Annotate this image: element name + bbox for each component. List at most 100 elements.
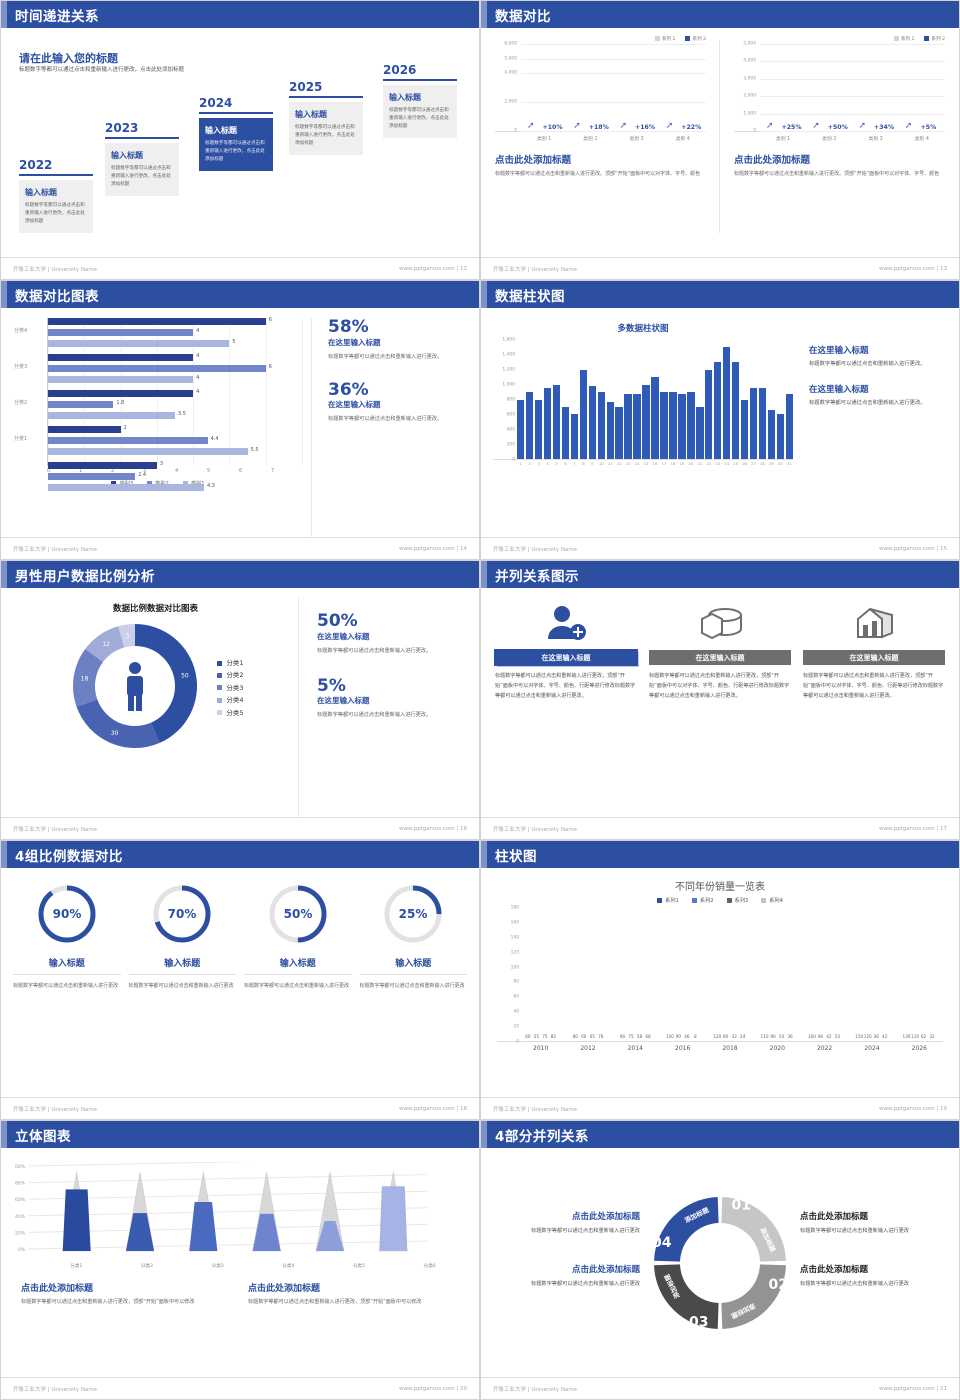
bar-value: 36: [873, 1034, 879, 1039]
slide-header: 立体图表: [1, 1121, 479, 1148]
donut-segment[interactable]: [73, 648, 104, 707]
slide-grouped-bar-chart[interactable]: 柱状图 不同年份销量一览表 系列1 系列2 系列3 系列4 60 55 75 85 80 60 6…: [480, 840, 960, 1120]
timeline-card[interactable]: 输入标题 标题数字等都可以通过点击和重新输入进行更改，点击此处添加标题: [199, 118, 273, 172]
slide-body: 90% 输入标题 标题数字等都可以通过点击和重新输入进行更改 70% 输入标题 标题数字等…: [1, 868, 479, 1097]
timeline-step[interactable]: 2022 输入标题 标题数字等都可以通过点击和重新输入进行更改，点击此处添加标题: [19, 158, 93, 234]
stat-title: 在这里输入标题: [328, 337, 381, 347]
circle-segment[interactable]: [654, 1196, 719, 1262]
slide-3d-cone-chart[interactable]: 立体图表 100%80%60%40%20%0% 分类1分类2分类3分类4分类5分…: [0, 1120, 480, 1400]
timeline-step[interactable]: 2024 输入标题 标题数字等都可以通过点击和重新输入进行更改，点击此处添加标题: [199, 96, 273, 172]
x-tick: 类别 1: [537, 137, 552, 142]
timeline-step[interactable]: 2023 输入标题 标题数字等都可以通过点击和重新输入进行更改，点击此处添加标题: [105, 121, 179, 197]
donut-segment[interactable]: [135, 624, 198, 743]
growth-label: +16%: [635, 124, 656, 131]
header-accent-bar: [481, 561, 487, 588]
bar-row: 4: [48, 353, 302, 363]
slide-header: 数据柱状图: [481, 281, 959, 308]
card-icon-box: [649, 602, 791, 644]
slide-data-comparison[interactable]: 数据对比 系列 1 系列 2 6,000 5,000 4,000 2,000 0 +10% ➚ +…: [480, 0, 960, 280]
caption-text: 标题数字等都可以通过点击和重新输入进行更改。顶部“开始”面板中可以对字体、字号、…: [734, 171, 940, 177]
bar-value: 78: [598, 1034, 604, 1039]
slide-donut-analysis[interactable]: 男性用户数据比例分析 数据比例数据对比图表 50 30 18 12 5 分类1 分类2 分类…: [0, 560, 480, 840]
y-tick: 60%: [15, 1197, 26, 1203]
progress-ring-item[interactable]: 70% 输入标题 标题数字等都可以通过点击和重新输入进行更改: [125, 882, 241, 1097]
bar-value: 120: [863, 1034, 872, 1039]
slide-timeline[interactable]: 时间递进关系 请在此输入您的标题 标题数字等都可以通过点击和重新输入进行更改，点…: [0, 0, 480, 280]
timeline-card[interactable]: 输入标题 标题数字等都可以通过点击和重新输入进行更改，点击此处添加标题: [383, 85, 457, 139]
timeline-card[interactable]: 输入标题 标题数字等都可以通过点击和重新输入进行更改，点击此处添加标题: [289, 102, 363, 156]
x-tick: 类别 1: [776, 137, 791, 142]
ring-title: 输入标题: [244, 956, 352, 975]
slide-progress-rings[interactable]: 4组比例数据对比 90% 输入标题 标题数字等都可以通过点击和重新输入进行更改 70%…: [0, 840, 480, 1120]
block-text: 标题数字等都可以通过点击和重新输入进行更改: [800, 1228, 909, 1235]
donut-segment[interactable]: [118, 624, 136, 648]
donut-segment[interactable]: [77, 699, 161, 748]
info-card[interactable]: 在这里输入标题 标题数字等都可以通过点击和重新输入进行更改，顶部“开始”面板中可以…: [649, 602, 791, 817]
bar: [525, 392, 534, 459]
progress-ring: 90%: [38, 885, 96, 943]
cone-fill: [126, 1213, 154, 1251]
slide-histogram[interactable]: 数据柱状图 多数据柱状图 1,600 1,400 1,200 1,000 800 600 4…: [480, 280, 960, 560]
x-tick: 29: [769, 462, 774, 466]
info-block: 点击此处添加标题 标题数字等都可以通过点击和重新输入进行更改: [495, 1263, 640, 1289]
card-label[interactable]: 在这里输入标题: [495, 650, 637, 665]
y-tick: 0: [512, 457, 515, 463]
slide-four-part-circle[interactable]: 4部分并列关系 点击此处添加标题 标题数字等都可以通过点击和重新输入进行更改 点击此…: [480, 1120, 960, 1400]
chart-plot-area: 分类4 6 4 5 分类3 4 6 4 分类2 4 1.8 3.5 分类1 2 4.4 5.5 3 2.4 4.3: [14, 317, 303, 491]
bar: [713, 362, 722, 459]
slide-footer: 齐鲁工业大学 | University Name www.pptgenius.c…: [481, 537, 959, 559]
info-card[interactable]: 在这里输入标题 标题数字等都可以通过点击和重新输入进行更改，顶部“开始”面板中可以…: [803, 602, 945, 817]
footer-left: 齐鲁工业大学 | University Name: [493, 266, 578, 273]
info-card[interactable]: 在这里输入标题 标题数字等都可以通过点击和重新输入进行更改，顶部“开始”面板中可以…: [495, 602, 637, 817]
x-axis-ticks: 分类1 分类2 分类3 分类4 分类5 分类6: [41, 1263, 465, 1269]
card-label[interactable]: 在这里输入标题: [649, 650, 791, 665]
chart-title: 数据比例数据对比图表: [112, 604, 198, 614]
x-tick: 2020: [769, 1045, 785, 1052]
gridline: [265, 318, 267, 466]
bar: [543, 388, 552, 459]
circle-segment[interactable]: [721, 1263, 786, 1329]
timeline-card[interactable]: 输入标题 标题数字等都可以通过点击和重新输入进行更改，点击此处添加标题: [105, 143, 179, 197]
slide-parallel-cards[interactable]: 并列关系图示 在这里输入标题 标题数字等都可以通过点击和重新输入进行更改，顶部“开…: [480, 560, 960, 840]
gridline: [760, 131, 945, 132]
progress-ring-item[interactable]: 90% 输入标题 标题数字等都可以通过点击和重新输入进行更改: [9, 882, 125, 1097]
x-tick: 2026: [911, 1045, 927, 1052]
slide-bar-comparison-chart[interactable]: 数据对比图表 分类4 6 4 5 分类3 4 6 4 分类2 4 1.8 3.5 分类1 2 4.4 5.5 3…: [0, 280, 480, 560]
segment-number: 04: [652, 1234, 672, 1250]
progress-ring-item[interactable]: 25% 输入标题 标题数字等都可以通过点击和重新输入进行更改: [356, 882, 472, 1097]
y-tick: 4,000: [743, 58, 756, 64]
timeline-step[interactable]: 2026 输入标题 标题数字等都可以通过点击和重新输入进行更改，点击此处添加标题: [383, 63, 457, 139]
gridline: [760, 61, 945, 63]
timeline-card-text: 标题数字等都可以通过点击和重新输入进行更改，点击此处添加标题: [25, 203, 85, 225]
circle-segment[interactable]: [721, 1196, 786, 1262]
timeline-divider: [383, 79, 457, 81]
y-tick: 600: [506, 412, 515, 418]
info-block: 点击此处添加标题 标题数字等都可以通过点击和重新输入进行更改: [495, 1210, 640, 1236]
circle-segment[interactable]: [654, 1263, 719, 1329]
y-tick: 4,000: [504, 70, 517, 76]
bar-value: 6: [268, 317, 272, 323]
segment-value: 50: [182, 673, 190, 680]
x-tick: 分类5: [352, 1264, 366, 1269]
progress-ring-item[interactable]: 50% 输入标题 标题数字等都可以通过点击和重新输入进行更改: [240, 882, 356, 1097]
footer-right: www.pptgenius.com | 18: [399, 1105, 467, 1112]
y-tick: 1,600: [502, 337, 515, 343]
bar-value: 4: [196, 375, 200, 381]
card-label[interactable]: 在这里输入标题: [803, 650, 945, 665]
timeline-card[interactable]: 输入标题 标题数字等都可以通过点击和重新输入进行更改，点击此处添加标题: [19, 180, 93, 234]
timeline-card-title: 输入标题: [205, 126, 237, 135]
ring-text: 标题数字等都可以通过点击和重新输入进行更改: [128, 983, 234, 989]
donut-segment[interactable]: [85, 626, 125, 663]
x-tick: 2014: [627, 1045, 643, 1052]
arrow-icon: ➚: [858, 121, 867, 131]
slide-footer: 齐鲁工业大学 | University Name www.pptgenius.c…: [1, 817, 479, 839]
chart-legend: 分类1 分类2 分类3 分类4 分类5: [217, 657, 244, 719]
slide-body: 多数据柱状图 1,600 1,400 1,200 1,000 800 600 400 200 0…: [481, 308, 959, 537]
timeline-step[interactable]: 2025 输入标题 标题数字等都可以通过点击和重新输入进行更改，点击此处添加标题: [289, 80, 363, 156]
segment-value: 18: [81, 675, 89, 682]
arrow-icon: ➚: [527, 121, 535, 131]
left-blocks: 点击此处添加标题 标题数字等都可以通过点击和重新输入进行更改 点击此处添加标题 标题数…: [495, 1210, 640, 1314]
bar: [767, 409, 776, 459]
slide-header: 并列关系图示: [481, 561, 959, 588]
